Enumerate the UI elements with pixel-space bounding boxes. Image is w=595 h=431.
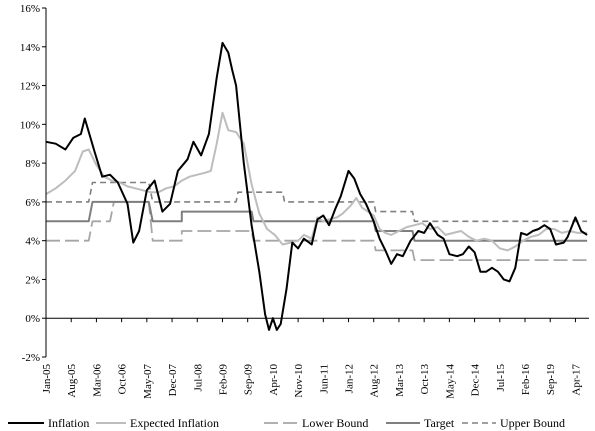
x-tick-label: Mar-13 (394, 364, 406, 397)
legend-label: Expected Inflation (130, 416, 219, 430)
x-tick-label: Mar-06 (91, 364, 103, 397)
x-tick-label: Dec-07 (167, 364, 179, 397)
legend-item-upper-bound: Upper Bound (462, 416, 565, 430)
legend: Inflation Expected Inflation Lower Bound Ta… (8, 416, 565, 430)
x-tick-label: Sep-09 (243, 364, 255, 396)
x-tick-label: May-14 (444, 364, 456, 399)
legend-label: Upper Bound (500, 416, 565, 430)
series-line-expected-inflation (45, 111, 588, 252)
y-tick-label: 12% (20, 81, 40, 93)
axes (45, 8, 589, 357)
x-tick-label: Sep-19 (545, 364, 557, 396)
x-tick-label: Jan-05 (41, 364, 53, 394)
legend-item-target: Target (386, 416, 455, 430)
y-tick-label: 0% (25, 313, 40, 325)
series-line-lower-bound (46, 200, 588, 262)
y-tick-label: 8% (25, 158, 40, 170)
x-tick-label: Jul-08 (192, 364, 204, 392)
legend-item-inflation: Inflation (8, 416, 89, 430)
x-axis-ticks: Jan-05 Aug-05 Mar-06 Oct-06 May-07 Dec-07 Jul-… (41, 318, 582, 399)
plot-lines (45, 41, 588, 331)
y-tick-label: 4% (25, 236, 40, 248)
x-tick-label: Oct-06 (117, 364, 129, 395)
x-tick-label: Apr-10 (268, 364, 280, 396)
x-tick-label: Aug-12 (369, 364, 381, 398)
x-tick-label: Jul-15 (495, 364, 507, 392)
legend-label: Lower Bound (302, 416, 368, 430)
x-tick-label: Jan-12 (344, 364, 356, 393)
x-tick-label: Feb-09 (218, 364, 230, 396)
series-line-inflation (45, 41, 588, 331)
x-tick-label: Nov-10 (293, 364, 305, 398)
y-tick-label: 16% (20, 3, 40, 15)
legend-item-expected-inflation: Expected Inflation (96, 416, 219, 430)
series-line-target (46, 200, 588, 242)
y-axis-ticks: -2% 0% 2% 4% 6% 8% 10% 12% 14% 16% (20, 3, 46, 364)
x-tick-label: Feb-16 (520, 364, 532, 396)
y-tick-label: -2% (22, 352, 40, 364)
legend-label: Inflation (48, 416, 89, 430)
legend-label: Target (424, 416, 455, 430)
x-tick-label: Oct-13 (419, 364, 431, 395)
y-tick-label: 10% (20, 119, 40, 131)
x-tick-label: May-07 (142, 364, 154, 399)
series-line-upper-bound (46, 181, 588, 223)
x-tick-label: Jun-11 (318, 364, 330, 394)
x-tick-label: Aug-05 (66, 364, 78, 398)
y-tick-label: 2% (25, 274, 40, 286)
legend-item-lower-bound: Lower Bound (264, 416, 368, 430)
y-tick-label: 6% (25, 197, 40, 209)
y-tick-label: 14% (20, 42, 40, 54)
x-tick-label: Dec-14 (470, 364, 482, 397)
x-tick-label: Apr-17 (570, 364, 582, 396)
